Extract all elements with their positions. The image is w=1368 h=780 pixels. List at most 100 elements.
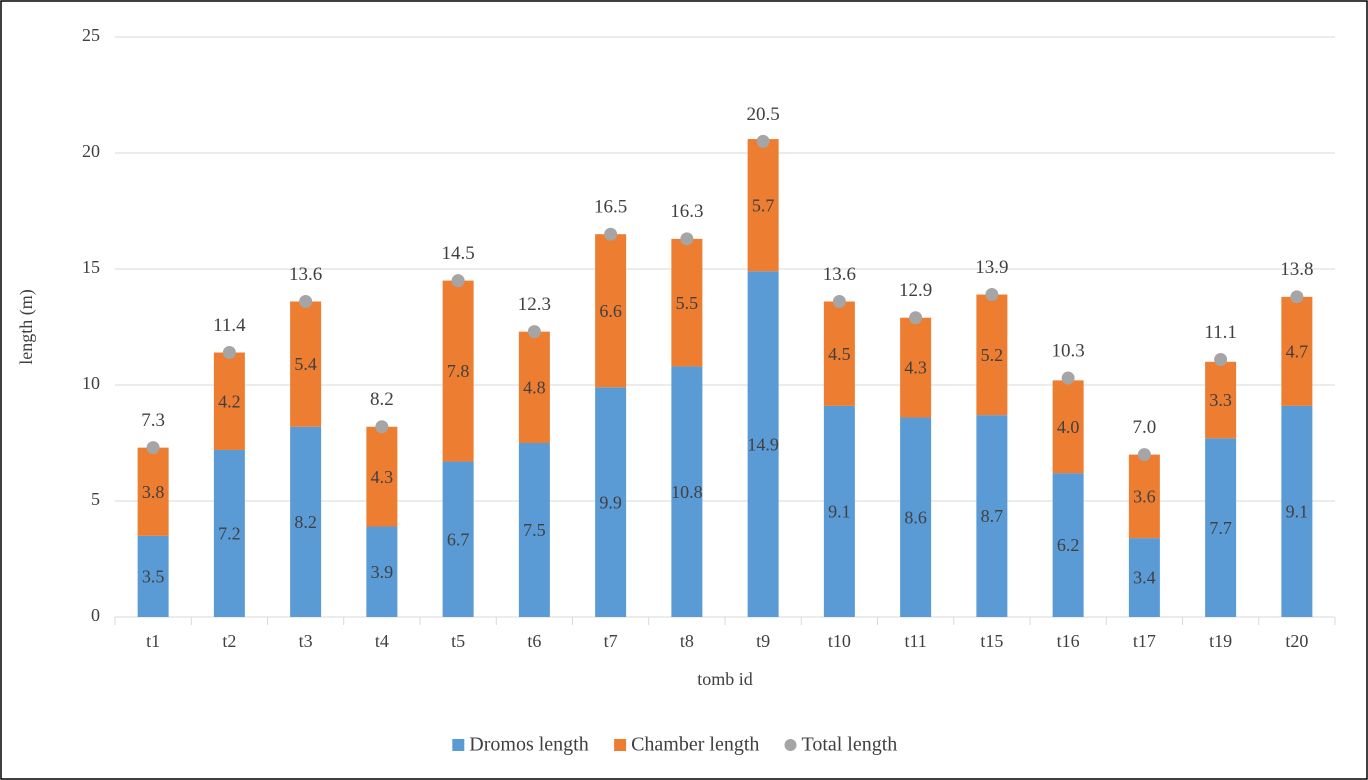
x-tick-label: t6 [527, 631, 541, 651]
x-tick-label: t15 [980, 631, 1003, 651]
total-point [985, 288, 999, 302]
data-label: 13.6 [289, 264, 322, 285]
total-point [909, 311, 923, 325]
bar-segment [747, 139, 779, 272]
data-label: 3.9 [371, 562, 394, 582]
data-label: 8.2 [294, 512, 317, 532]
bar-segment [1128, 454, 1160, 539]
bar-segment [213, 449, 245, 617]
bar-segment [290, 426, 322, 617]
bar-segment [1205, 361, 1237, 439]
data-label: 7.3 [141, 410, 165, 431]
data-label: 11.1 [1204, 322, 1237, 343]
total-point [146, 441, 160, 455]
total-point [1290, 290, 1304, 304]
x-tick-label: t4 [375, 631, 389, 651]
bar-segment [442, 280, 474, 462]
legend-marker [614, 739, 627, 751]
x-tick-label: t20 [1285, 631, 1308, 651]
data-label: 11.4 [213, 315, 246, 336]
data-label: 12.3 [518, 294, 551, 315]
bar-segment [900, 317, 932, 418]
data-label: 4.3 [904, 358, 927, 378]
total-point [832, 294, 846, 308]
data-label: 10.8 [671, 482, 703, 502]
data-label: 5.7 [752, 195, 775, 215]
bar-segment [137, 535, 169, 617]
x-tick-label: t1 [146, 631, 160, 651]
data-label: 9.9 [599, 492, 622, 512]
bar-segment [823, 301, 855, 406]
data-label: 8.6 [904, 507, 927, 527]
data-label: 6.2 [1057, 535, 1080, 555]
data-label: 4.0 [1057, 417, 1080, 437]
bar-segment [900, 417, 932, 617]
y-tick-label: 0 [91, 605, 100, 625]
bar-segment [671, 238, 703, 367]
y-tick-label: 5 [91, 489, 100, 509]
data-label: 4.2 [218, 391, 241, 411]
data-label: 16.5 [594, 197, 627, 218]
x-tick-label: t5 [451, 631, 465, 651]
bar-segment [213, 352, 245, 450]
legend-marker [452, 739, 465, 751]
x-tick-label: t10 [828, 631, 851, 651]
y-tick-label: 15 [82, 257, 100, 277]
total-point [680, 232, 694, 246]
total-point [451, 274, 465, 288]
total-point [527, 325, 541, 339]
data-label: 14.5 [442, 243, 475, 264]
y-axis-title: length (m) [16, 289, 37, 364]
data-label: 7.0 [1133, 417, 1157, 438]
data-label: 6.6 [599, 301, 622, 321]
total-point [299, 294, 313, 308]
data-label: 13.6 [823, 264, 856, 285]
data-label: 9.1 [1286, 502, 1309, 522]
data-label: 9.1 [828, 502, 851, 522]
bar-segment [747, 271, 779, 617]
x-tick-label: t17 [1133, 631, 1156, 651]
bar-segment [137, 447, 169, 536]
total-point [1214, 352, 1228, 366]
data-label: 8.7 [981, 506, 1004, 526]
bar-segment [595, 387, 627, 617]
data-label: 3.5 [142, 567, 165, 587]
data-label: 10.3 [1052, 340, 1085, 361]
data-label: 5.4 [294, 354, 317, 374]
total-point [1061, 371, 1075, 385]
data-label: 5.2 [981, 345, 1004, 365]
data-label: 7.8 [447, 361, 470, 381]
x-tick-label: t8 [680, 631, 694, 651]
bar-segment [1281, 405, 1313, 617]
bar-segment [290, 301, 322, 427]
data-label: 8.2 [370, 389, 394, 410]
bar-segment [1205, 438, 1237, 617]
total-point [1137, 448, 1151, 462]
y-tick-label: 25 [82, 25, 100, 45]
total-point [222, 346, 236, 360]
data-label: 3.6 [1133, 486, 1156, 506]
data-label: 7.7 [1209, 518, 1232, 538]
total-point [604, 227, 618, 241]
data-label: 13.9 [975, 257, 1008, 278]
bar-segment [518, 443, 550, 617]
data-label: 3.8 [142, 482, 165, 502]
data-label: 6.7 [447, 529, 470, 549]
data-label: 3.4 [1133, 568, 1156, 588]
bar-segment [1052, 473, 1084, 617]
total-point [375, 420, 389, 434]
legend-label: Dromos length [469, 734, 588, 756]
x-tick-label: t3 [299, 631, 313, 651]
bar-segment [595, 234, 627, 388]
data-label: 20.5 [747, 104, 780, 125]
y-tick-label: 20 [82, 141, 100, 161]
data-label: 13.8 [1280, 259, 1313, 280]
total-point [756, 134, 770, 148]
bar-segment [976, 294, 1008, 416]
bar-segment [1128, 538, 1160, 617]
data-label: 16.3 [670, 201, 703, 222]
bar-segment [366, 426, 398, 527]
x-tick-label: t7 [604, 631, 618, 651]
